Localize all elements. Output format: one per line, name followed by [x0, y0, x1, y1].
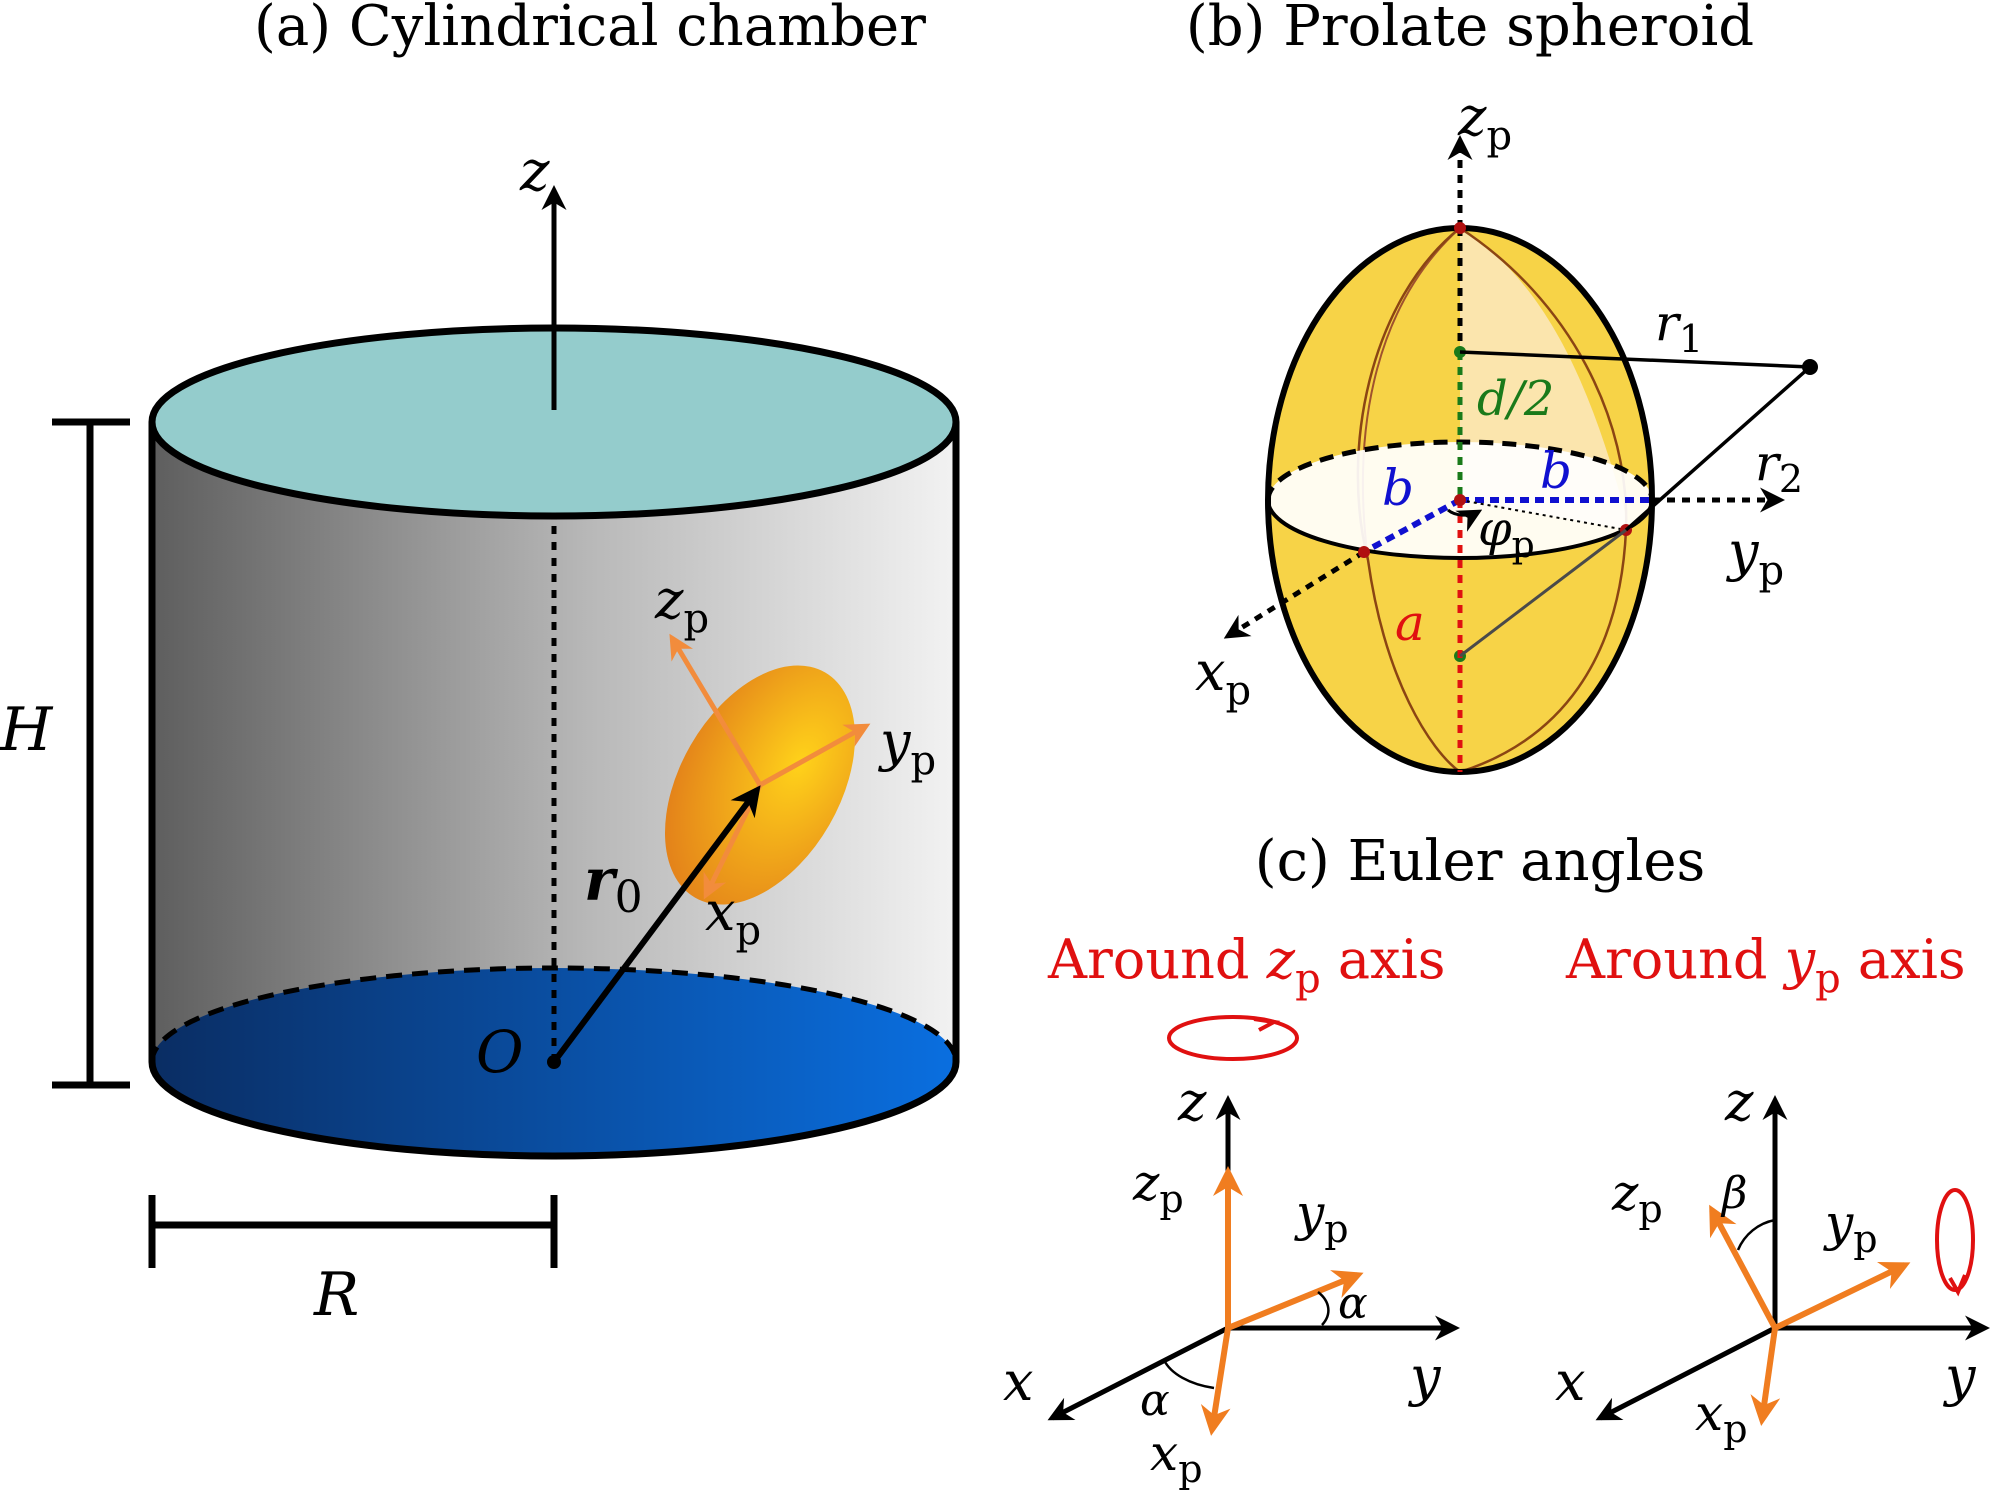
particle-yp-label: yp: [878, 710, 936, 784]
angle-label: φp: [1478, 501, 1535, 566]
z-axis-label: z: [519, 139, 550, 204]
semi-minor-label-y: b: [1540, 442, 1572, 500]
position-vector: [551, 785, 761, 1064]
equator-point-x: [1358, 546, 1370, 558]
rotation-zp-icon: [1167, 1015, 1299, 1061]
radius-label: R: [313, 1260, 359, 1330]
spheroid-zp-label: zp: [1457, 85, 1512, 159]
frame-right: z y x zp yp xp β: [1555, 1070, 1990, 1451]
r1-label: r1: [1655, 294, 1703, 361]
half-distance-label: d/2: [1477, 371, 1554, 427]
frame-left-xp-label: xp: [1150, 1424, 1203, 1490]
panel-b: (b) Prolate spheroid zp d/2 a b b: [1186, 0, 1818, 775]
r2-label: r2: [1755, 434, 1803, 501]
frame-right-xp-arrow: [1750, 1327, 1781, 1426]
frame-left-alpha-arc-1: [1317, 1291, 1330, 1326]
bottom-front-edge: [148, 1061, 960, 1160]
frame-right-z-label: z: [1724, 1070, 1754, 1133]
frame-left-x-axis: [1047, 1325, 1230, 1421]
frame-right-x-label: x: [1555, 1350, 1585, 1413]
frame-left-alpha-label-2: α: [1140, 1375, 1170, 1426]
particle-xp-label: xp: [705, 880, 761, 954]
semi-minor-label-x: b: [1382, 459, 1414, 517]
rotation-label-yp: Around yp axis: [1565, 928, 1966, 1002]
frame-right-yp-label: yp: [1823, 1194, 1878, 1261]
frame-right-zp-label: zp: [1611, 1164, 1663, 1231]
rotation-zp-arrowhead: [1253, 1017, 1281, 1032]
frame-left-x-label: x: [1003, 1350, 1033, 1413]
frame-right-xp-label: xp: [1695, 1384, 1748, 1451]
panel-a: (a) Cylindrical chamber z H R: [0, 0, 960, 1330]
pole-point: [1454, 222, 1466, 234]
particle-zp-label: zp: [654, 568, 709, 642]
frame-right-beta-label: β: [1720, 1168, 1747, 1219]
angle-arc: [1447, 508, 1483, 532]
center-point: [1454, 494, 1466, 506]
spheroid-yp-label: yp: [1726, 520, 1784, 594]
frame-left-yp-arrow: [1226, 1270, 1364, 1331]
origin-point: [547, 1055, 561, 1069]
frame-right-zp-arrow: [1709, 1204, 1778, 1330]
rotation-yp-arrowhead: [1948, 1274, 1967, 1297]
spheroid-xp-axis: [1223, 549, 1366, 639]
frame-right-x-axis: [1595, 1325, 1777, 1421]
panel-a-title: (a) Cylindrical chamber: [254, 0, 926, 59]
semi-minor-x: [1362, 497, 1462, 555]
frame-left-z-label: z: [1177, 1070, 1207, 1133]
origin-label: O: [476, 1018, 524, 1086]
panel-c: (c) Euler angles Around zp axis Around y…: [1003, 829, 1990, 1490]
frame-left-alpha-arc-2: [1162, 1359, 1215, 1390]
panel-b-title: (b) Prolate spheroid: [1186, 0, 1754, 59]
angle-ray: [1459, 499, 1627, 531]
frame-right-beta-arc: [1736, 1218, 1776, 1251]
rotation-label-zp: Around zp axis: [1047, 928, 1445, 1002]
r2-line-inner: [1459, 528, 1627, 658]
panel-c-title: (c) Euler angles: [1255, 829, 1706, 894]
frame-left-xp-arrow: [1200, 1327, 1231, 1436]
frame-left-yp-label: yp: [1294, 1184, 1349, 1251]
particle-zp-arrow: [669, 633, 763, 787]
rotation-yp-icon: [1935, 1188, 1975, 1292]
r1-line: [1459, 350, 1811, 369]
semi-major-label: a: [1395, 594, 1425, 652]
position-vector-label: r0: [584, 846, 643, 923]
frame-right-yp-arrow: [1773, 1261, 1911, 1331]
bottom-back-edge: [149, 965, 959, 1063]
frame-left-y-label: y: [1408, 1345, 1442, 1408]
particle-yp-arrow: [758, 723, 871, 788]
height-label: H: [0, 695, 54, 765]
frame-left-alpha-label-1: α: [1338, 1278, 1368, 1329]
r2-line-outer: [1624, 365, 1812, 532]
frame-right-y-label: y: [1943, 1345, 1977, 1408]
frame-left: z y x zp yp xp α α: [1003, 1070, 1460, 1490]
spheroid-xp-label: xp: [1195, 640, 1251, 714]
frame-left-zp-label: zp: [1132, 1154, 1184, 1221]
